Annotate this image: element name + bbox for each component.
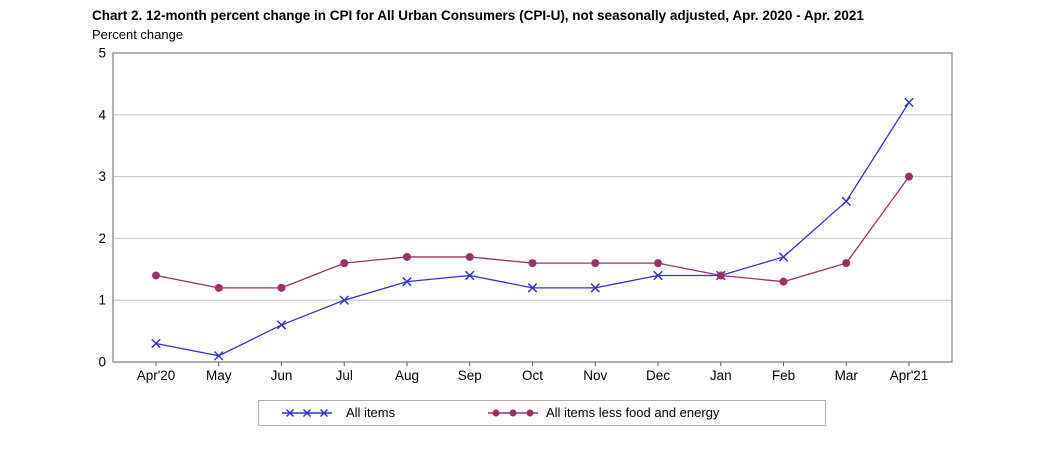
circle-marker-icon — [492, 409, 500, 417]
plot-frame — [112, 52, 953, 363]
circle-marker-icon — [528, 259, 537, 268]
x-cross-marker-icon — [402, 276, 412, 287]
x-cross-marker-icon — [151, 338, 161, 349]
x-cross-marker-icon — [465, 270, 475, 281]
circle-marker-icon — [214, 283, 223, 292]
circle-marker-icon — [403, 252, 411, 261]
legend: All items All items less food and energy — [258, 400, 826, 426]
x-tick-label: Oct — [522, 368, 543, 383]
x-tick-label: Jan — [710, 368, 732, 383]
x-cross-marker-icon — [904, 97, 914, 108]
legend-label-less-food-energy: All items less food and energy — [546, 405, 720, 420]
x-cross-marker-icon — [302, 408, 312, 418]
x-tick-label: Aug — [395, 368, 419, 383]
circle-marker-icon — [654, 259, 662, 268]
series-line — [155, 102, 910, 357]
y-tick-label: 3 — [98, 169, 106, 184]
x-tick-label: Jul — [336, 368, 353, 383]
x-tick-label: Apr'21 — [890, 368, 929, 383]
y-gridlines — [113, 114, 952, 301]
circle-marker-icon — [842, 259, 851, 268]
chart-title: Chart 2. 12-month percent change in CPI … — [92, 8, 864, 23]
x-tick-label: Sep — [458, 368, 482, 383]
x-tick-label: May — [206, 368, 232, 383]
x-cross-marker-icon — [841, 196, 851, 207]
x-tick-label: Nov — [583, 368, 607, 383]
x-cross-marker-icon — [214, 351, 224, 361]
y-tick-label: 1 — [98, 293, 106, 308]
circle-marker-icon — [340, 259, 349, 268]
circle-marker-icon — [591, 259, 600, 268]
y-axis-label: Percent change — [92, 27, 184, 42]
circle-marker-icon — [277, 283, 286, 292]
circle-marker-icon — [905, 172, 913, 181]
x-tick-label: Apr'20 — [137, 368, 176, 383]
y-tick-labels: 0 1 2 3 4 5 — [98, 46, 106, 370]
y-tick-label: 5 — [98, 46, 106, 61]
x-cross-marker-icon — [590, 283, 600, 293]
circle-marker-icon — [509, 409, 517, 417]
y-tick-label: 4 — [98, 107, 106, 122]
circle-marker-icon — [526, 409, 534, 417]
series-all-items-less-food-and-energy — [152, 172, 913, 292]
circle-marker-icon — [152, 271, 160, 280]
circle-marker-icon — [716, 271, 725, 280]
x-cross-marker-icon — [276, 320, 287, 330]
all-items-line-sample-icon — [282, 408, 332, 418]
x-cross-marker-icon — [339, 295, 349, 305]
y-tick-label: 0 — [98, 355, 106, 370]
x-tick-label: Feb — [772, 368, 795, 383]
x-tick-label: Dec — [646, 368, 670, 383]
less-food-energy-line-sample-icon — [488, 409, 538, 417]
x-cross-marker-icon — [319, 408, 329, 418]
x-cross-marker-icon — [653, 270, 663, 281]
y-tick-label: 2 — [98, 231, 106, 246]
x-cross-marker-icon — [527, 283, 538, 293]
x-cross-marker-icon — [778, 252, 789, 262]
x-tick-label: Mar — [835, 368, 859, 383]
circle-marker-icon — [779, 277, 788, 286]
x-cross-marker-icon — [285, 408, 295, 418]
x-tick-label: Jun — [271, 368, 293, 383]
legend-label-all-items: All items — [346, 405, 396, 420]
series-all-items — [151, 97, 914, 361]
series-line — [155, 176, 910, 289]
x-tick-labels: Apr'20 May Jun Jul Aug Sep Oct Nov Dec Jan Feb Mar A… — [137, 362, 929, 383]
circle-marker-icon — [465, 252, 474, 261]
